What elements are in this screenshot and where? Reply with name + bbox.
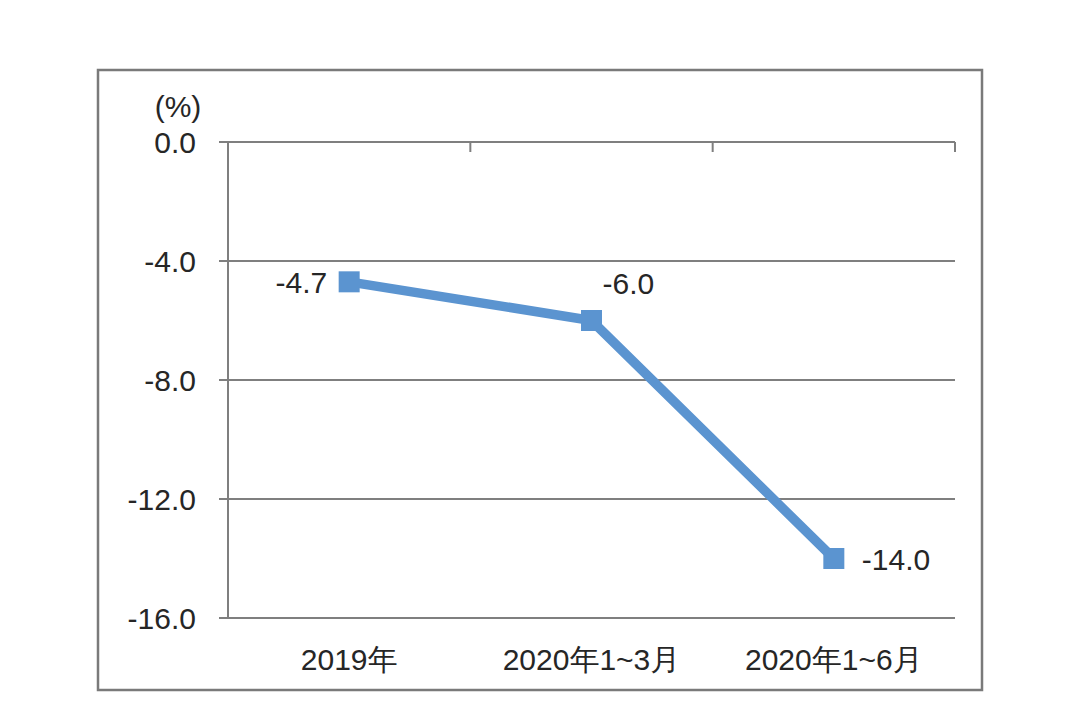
chart-page: 0.0 -4.0 -8.0 -12.0 -16.0 2019年 2020年1~3月 2020年… xyxy=(0,0,1080,701)
y-tick-label: 0.0 xyxy=(154,126,196,159)
x-category-label: 2020年1~3月 xyxy=(503,643,681,676)
data-point-label: -4.7 xyxy=(275,266,327,299)
data-point-label: -6.0 xyxy=(603,267,655,300)
data-point-marker xyxy=(581,310,602,331)
data-point-marker xyxy=(339,271,360,292)
y-tick-label: -4.0 xyxy=(144,245,196,278)
data-point-label: -14.0 xyxy=(862,543,930,576)
y-tick-label: -12.0 xyxy=(128,483,196,516)
x-category-label: 2019年 xyxy=(301,643,398,676)
y-tick-label: -8.0 xyxy=(144,364,196,397)
y-axis-unit-label: (%) xyxy=(140,92,216,122)
data-point-marker xyxy=(823,548,844,569)
x-category-label: 2020年1~6月 xyxy=(745,643,923,676)
y-tick-label: -16.0 xyxy=(128,602,196,635)
